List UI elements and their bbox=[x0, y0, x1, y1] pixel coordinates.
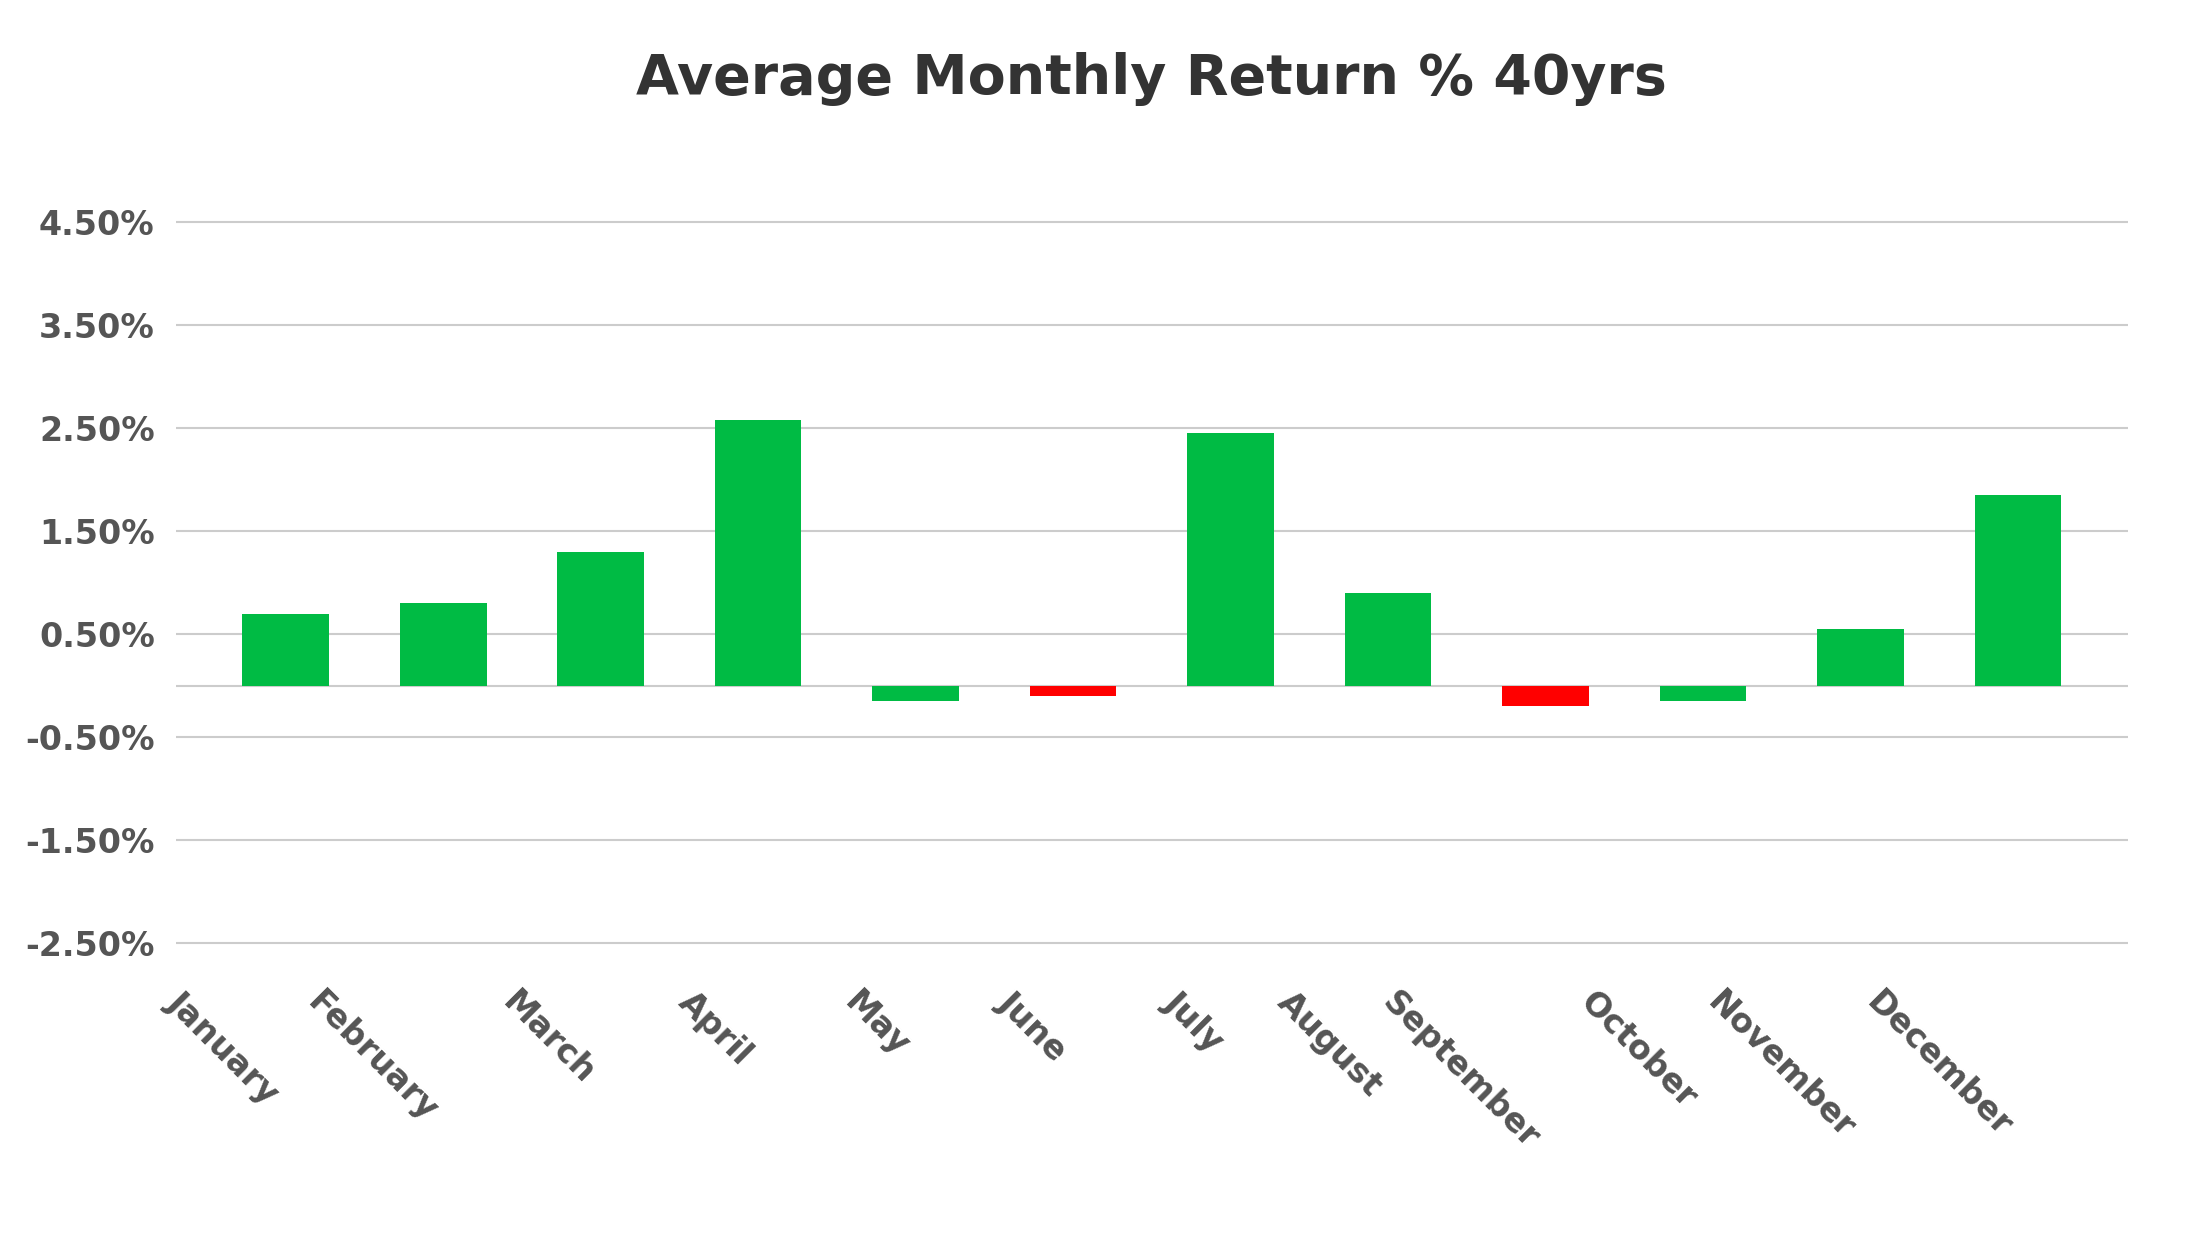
Bar bbox=[1503, 686, 1588, 707]
Bar bbox=[1029, 686, 1117, 696]
Bar bbox=[1187, 433, 1275, 686]
Bar bbox=[399, 603, 487, 686]
Bar bbox=[557, 552, 645, 686]
Title: Average Monthly Return % 40yrs: Average Monthly Return % 40yrs bbox=[636, 52, 1667, 106]
Bar bbox=[1659, 686, 1746, 701]
Bar bbox=[715, 420, 801, 686]
Bar bbox=[1817, 629, 1904, 686]
Bar bbox=[1345, 593, 1430, 686]
Bar bbox=[1975, 495, 2060, 686]
Bar bbox=[244, 613, 329, 686]
Bar bbox=[873, 686, 959, 701]
